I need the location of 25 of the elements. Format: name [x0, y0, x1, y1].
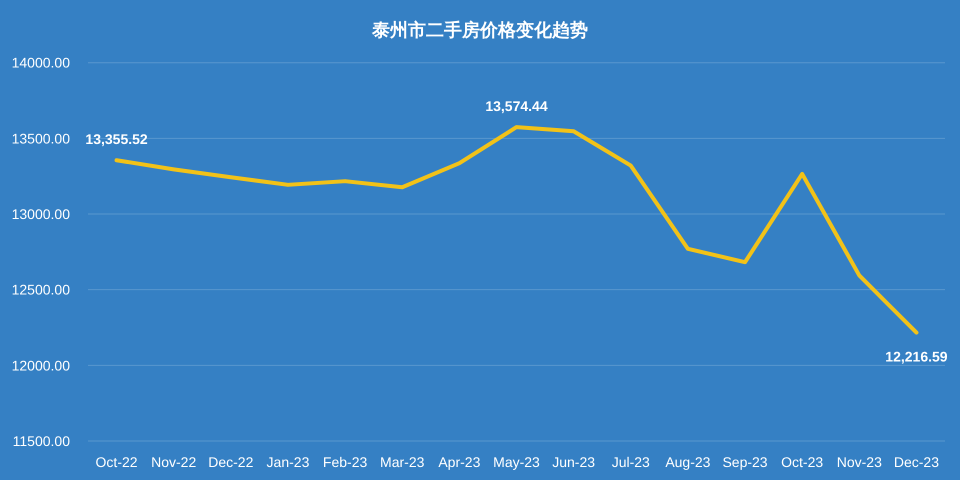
y-tick-label: 13000.00 — [12, 206, 70, 222]
x-tick-label: Nov-22 — [151, 454, 196, 470]
x-tick-label: Dec-22 — [208, 454, 254, 470]
x-tick-label: May-23 — [493, 454, 540, 470]
x-tick-label: Oct-23 — [781, 454, 824, 470]
data-label: 13,574.44 — [485, 98, 548, 114]
x-tick-label: Nov-23 — [836, 454, 882, 470]
x-tick-label: Oct-22 — [96, 454, 138, 470]
chart-title: 泰州市二手房价格变化趋势 — [371, 20, 588, 40]
y-tick-label: 12500.00 — [12, 282, 70, 298]
x-tick-label: Jul-23 — [612, 454, 650, 470]
data-label: 13,355.52 — [85, 131, 148, 148]
y-tick-label: 13500.00 — [12, 130, 70, 146]
x-tick-label: Jun-23 — [552, 454, 596, 470]
y-tick-label: 12000.00 — [12, 357, 70, 374]
x-tick-label: Jan-23 — [266, 454, 310, 470]
x-tick-label: Feb-23 — [322, 454, 368, 470]
data-label: 12,216.59 — [885, 348, 948, 365]
x-tick-label: Mar-23 — [380, 454, 425, 470]
x-tick-label: Apr-23 — [438, 454, 481, 470]
x-tick-label: Dec-23 — [894, 454, 940, 470]
y-tick-label: 14000.00 — [12, 54, 70, 71]
x-tick-label: Aug-23 — [665, 454, 711, 470]
x-tick-label: Sep-23 — [722, 454, 768, 470]
y-tick-label: 11500.00 — [12, 433, 70, 449]
